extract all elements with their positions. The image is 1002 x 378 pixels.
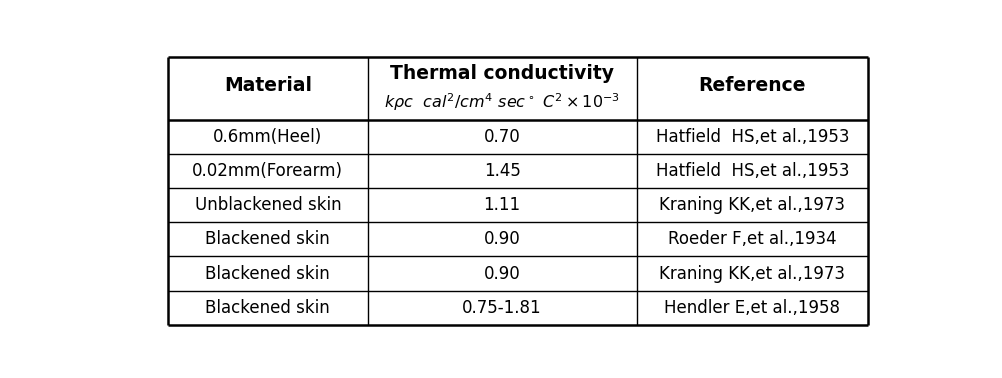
- Text: Kraning KK,et al.,1973: Kraning KK,et al.,1973: [658, 196, 845, 214]
- Text: Material: Material: [223, 76, 312, 95]
- Text: 0.75-1.81: 0.75-1.81: [462, 299, 541, 317]
- Text: Unblackened skin: Unblackened skin: [194, 196, 341, 214]
- Text: Hendler E,et al.,1958: Hendler E,et al.,1958: [663, 299, 840, 317]
- Text: $k\rho c\ \ cal^2/cm^4\ sec^\circ\ C^2\times10^{-3}$: $k\rho c\ \ cal^2/cm^4\ sec^\circ\ C^2\t…: [384, 91, 619, 113]
- Text: 0.90: 0.90: [483, 231, 520, 248]
- Text: Blackened skin: Blackened skin: [205, 231, 330, 248]
- Text: Roeder F,et al.,1934: Roeder F,et al.,1934: [667, 231, 836, 248]
- Text: 0.70: 0.70: [483, 128, 520, 146]
- Text: 0.02mm(Forearm): 0.02mm(Forearm): [192, 162, 343, 180]
- Text: 0.6mm(Heel): 0.6mm(Heel): [213, 128, 322, 146]
- Text: Hatfield  HS,et al.,1953: Hatfield HS,et al.,1953: [655, 128, 848, 146]
- Text: Blackened skin: Blackened skin: [205, 265, 330, 283]
- Text: Hatfield  HS,et al.,1953: Hatfield HS,et al.,1953: [655, 162, 848, 180]
- Text: 1.45: 1.45: [483, 162, 520, 180]
- Text: Blackened skin: Blackened skin: [205, 299, 330, 317]
- Text: 1.11: 1.11: [483, 196, 520, 214]
- Text: Thermal conductivity: Thermal conductivity: [390, 65, 613, 84]
- Text: Reference: Reference: [697, 76, 806, 95]
- Text: Kraning KK,et al.,1973: Kraning KK,et al.,1973: [658, 265, 845, 283]
- Text: 0.90: 0.90: [483, 265, 520, 283]
